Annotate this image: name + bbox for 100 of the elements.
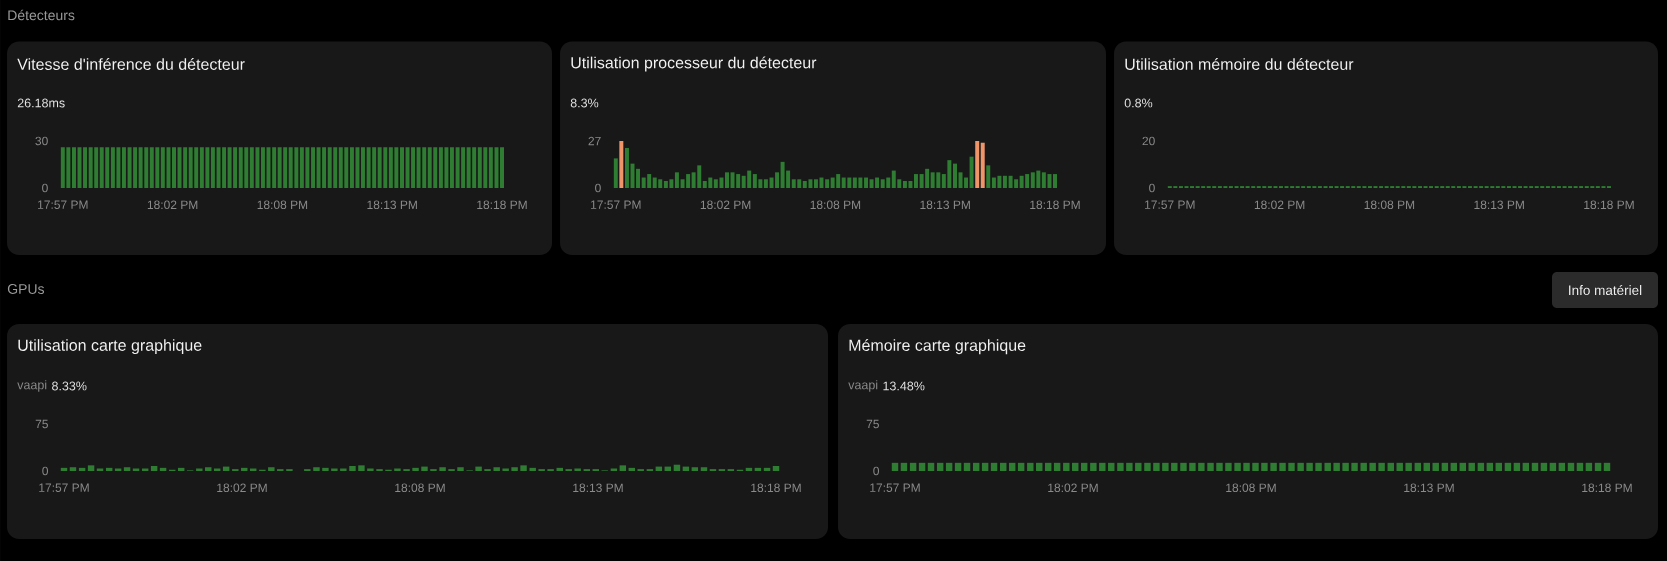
bar [475, 466, 482, 471]
x-tick-label: 18:02 PM [700, 200, 751, 210]
x-tick-label: 18:02 PM [147, 200, 198, 210]
x-tick-label: 18:18 PM [1584, 200, 1634, 210]
bar [349, 465, 356, 471]
y-tick-label: 0 [42, 466, 49, 476]
bar [159, 467, 167, 471]
bar [457, 467, 464, 471]
bar [177, 467, 185, 471]
bar [268, 467, 275, 471]
bar [745, 467, 753, 471]
x-tick-label: 18:13 PM [367, 200, 417, 210]
bar [610, 468, 618, 471]
text: Info matériel [1569, 284, 1642, 296]
bar [619, 465, 627, 471]
bar [825, 179, 830, 188]
chart-title: Vitesse d'inférence du détecteur [17, 58, 245, 70]
x-tick-label: 18:08 PM [810, 200, 861, 210]
bar [205, 467, 212, 471]
y-tick-label: 0 [595, 183, 601, 193]
bar [969, 156, 974, 188]
y-tick-label: 30 [35, 136, 48, 146]
bar [141, 468, 149, 471]
x-tick-label: 17:57 PM [870, 483, 920, 492]
bar [502, 468, 509, 471]
x-tick-label: 17:57 PM [38, 200, 88, 209]
text: 0.8% [1124, 98, 1153, 108]
x-tick-label: 18:13 PM [1404, 483, 1454, 493]
bar [953, 163, 957, 188]
bar [700, 467, 708, 471]
text: 26.18ms [17, 98, 65, 108]
bar [1002, 175, 1007, 188]
x-tick-label: 18:18 PM [1030, 200, 1080, 210]
bar [674, 172, 679, 188]
bar [1053, 174, 1057, 188]
chart-title: Utilisation mémoire du détecteur [1125, 58, 1354, 70]
y-tick-label: 0 [42, 183, 48, 193]
bar [556, 467, 563, 471]
x-tick-label: 18:02 PM [1254, 200, 1305, 210]
bar [87, 465, 95, 471]
x-tick-label: 18:13 PM [1474, 200, 1524, 210]
x-tick-label: 18:08 PM [1226, 483, 1276, 493]
text: vaapi [848, 380, 878, 392]
bar [980, 142, 985, 188]
bar [421, 466, 428, 471]
bar [913, 174, 918, 188]
text: 13.48% [883, 381, 925, 391]
x-tick-label: 18:02 PM [217, 483, 267, 493]
bar [511, 467, 518, 471]
x-tick-label: 17:57 PM [1145, 200, 1195, 209]
bar [624, 147, 629, 188]
y-tick-label: 20 [1142, 136, 1155, 146]
y-tick-label: 75 [35, 419, 48, 429]
bar [96, 468, 104, 471]
bar [691, 467, 699, 471]
chart-title: Utilisation carte graphique [18, 339, 202, 355]
text: Détecteurs [8, 9, 75, 21]
bar [69, 467, 77, 471]
bar [673, 464, 681, 471]
bar [529, 467, 536, 471]
chart-title: Utilisation processeur du détecteur [571, 56, 817, 72]
bar [367, 468, 374, 471]
bar [132, 468, 140, 471]
y-tick-label: 27 [588, 136, 601, 146]
bar [249, 468, 257, 471]
x-tick-label: 18:08 PM [395, 483, 445, 493]
y-tick-label: 0 [1149, 183, 1155, 193]
bar [241, 467, 248, 471]
bar [574, 468, 581, 471]
x-tick-label: 18:13 PM [573, 483, 623, 493]
y-tick-label: 75 [866, 419, 879, 429]
bar [213, 468, 221, 471]
x-tick-label: 18:02 PM [1048, 483, 1098, 493]
x-tick-label: 18:18 PM [751, 483, 801, 493]
bar [196, 468, 203, 471]
bar [105, 467, 113, 471]
bar [520, 465, 527, 471]
bar [754, 467, 762, 471]
x-tick-label: 18:13 PM [920, 200, 970, 210]
x-tick-label: 17:57 PM [39, 483, 89, 492]
bar [313, 467, 320, 471]
bar [975, 140, 980, 188]
bar [628, 467, 635, 471]
bar [439, 467, 446, 471]
bar [986, 165, 991, 188]
x-tick-label: 18:08 PM [257, 200, 308, 210]
bar [123, 467, 131, 471]
bar [114, 468, 122, 471]
bar [493, 467, 500, 471]
y-tick-label: 0 [873, 466, 880, 476]
text: 8.33% [52, 381, 87, 391]
text: 8.3% [570, 98, 599, 108]
bar [322, 467, 329, 471]
x-tick-label: 17:57 PM [591, 200, 641, 209]
bar [763, 467, 771, 471]
bar [60, 467, 68, 471]
bar [412, 467, 419, 471]
bar [864, 177, 869, 188]
text: vaapi [17, 380, 47, 392]
bar [772, 465, 780, 471]
